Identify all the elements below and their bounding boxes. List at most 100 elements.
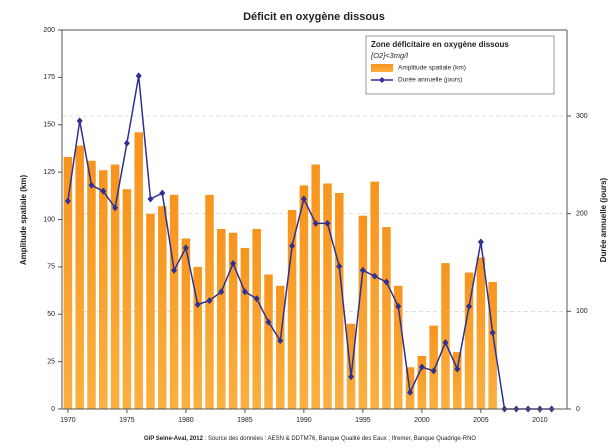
marker [171, 266, 178, 274]
marker [206, 297, 213, 305]
bar [110, 164, 120, 409]
y2-tick-label: 100 [576, 308, 588, 315]
bar [146, 213, 155, 409]
bar [134, 132, 143, 409]
x-tick-label: 1990 [296, 417, 312, 424]
marker [477, 238, 484, 246]
marker [312, 219, 319, 227]
bar [252, 228, 261, 409]
bar [122, 189, 132, 409]
bar [299, 185, 309, 409]
chart-title: Déficit en oxygène dissous [243, 11, 385, 23]
marker [466, 302, 473, 310]
marker [112, 204, 119, 212]
marker [230, 259, 237, 267]
legend-box [365, 35, 555, 95]
x-tick-label: 2000 [414, 417, 430, 424]
marker [76, 117, 83, 125]
bar [382, 227, 391, 409]
marker [253, 295, 260, 303]
line [67, 75, 552, 410]
marker [442, 339, 449, 347]
x-tick-label: 1985 [237, 417, 253, 424]
marker [277, 337, 284, 345]
y-tick-label: 0 [51, 406, 55, 413]
y-tick-label: 150 [43, 122, 55, 129]
y-tick-label: 125 [43, 169, 55, 176]
bar [287, 210, 297, 409]
source-text: : Source des données : AESN & DDTM76, Ba… [203, 436, 476, 442]
bar [323, 183, 332, 409]
marker [100, 187, 107, 195]
marker [371, 272, 378, 280]
y-tick-label: 50 [47, 311, 55, 318]
bar [158, 206, 167, 409]
bar [476, 257, 486, 409]
bar [429, 325, 438, 409]
x-tick-label: 1980 [178, 417, 194, 424]
y-axis-label: Amplitude spatiale (km) [19, 175, 28, 266]
bar [370, 181, 379, 409]
marker [159, 189, 166, 197]
x-tick-label: 2010 [532, 417, 548, 424]
marker [489, 329, 496, 337]
marker [135, 72, 142, 80]
y-tick-label: 200 [43, 27, 55, 34]
marker [430, 367, 437, 375]
marker [64, 197, 71, 205]
marker [383, 278, 390, 286]
marker [241, 288, 248, 296]
bar [276, 285, 285, 409]
legend-marker [379, 77, 385, 83]
marker [418, 363, 425, 371]
bar [99, 170, 108, 409]
bar [311, 164, 320, 409]
y2-tick-label: 200 [576, 210, 588, 217]
bar [169, 194, 179, 409]
y-tick-label: 175 [43, 74, 55, 81]
bar [335, 192, 344, 409]
bar [264, 274, 273, 409]
y2-axis-label: Durée annuelle (jours) [599, 177, 608, 262]
bar [488, 282, 497, 409]
bar [358, 215, 368, 409]
bar [193, 266, 202, 409]
bar [346, 323, 356, 409]
y-tick-label: 100 [43, 216, 55, 223]
marker [88, 181, 95, 189]
bar [417, 355, 427, 409]
bar [63, 156, 73, 409]
marker [265, 318, 272, 326]
legend-title: Zone déficitaire en oxygène dissous [371, 40, 509, 49]
bar [217, 228, 226, 409]
source: GIP Seine-Aval, 2012 : Source des donnée… [144, 436, 477, 442]
marker [395, 302, 402, 310]
bar [464, 272, 474, 409]
bar [181, 238, 191, 409]
x-tick-label: 1975 [119, 417, 135, 424]
marker [324, 219, 331, 227]
bar [394, 285, 403, 409]
legend-label: Durée annuelle (jours) [398, 77, 462, 84]
bar [228, 232, 238, 409]
legend-label: Amplitude spatiale (km) [398, 65, 466, 72]
marker [123, 139, 130, 147]
marker [336, 262, 343, 270]
x-tick-label: 1995 [355, 417, 371, 424]
bar [75, 145, 84, 409]
marker [300, 195, 307, 203]
marker [348, 373, 355, 381]
marker [454, 365, 461, 373]
legend-subtitle: [O2]<3mg/l [370, 51, 408, 60]
marker [182, 244, 189, 252]
marker [359, 266, 366, 274]
bar [87, 160, 96, 409]
source-author: GIP Seine-Aval, 2012 [144, 436, 204, 442]
marker [289, 242, 296, 250]
legend-swatch [371, 64, 393, 72]
bar [453, 352, 462, 409]
bar [441, 263, 450, 409]
marker [407, 388, 414, 396]
x-tick-label: 2005 [473, 417, 489, 424]
